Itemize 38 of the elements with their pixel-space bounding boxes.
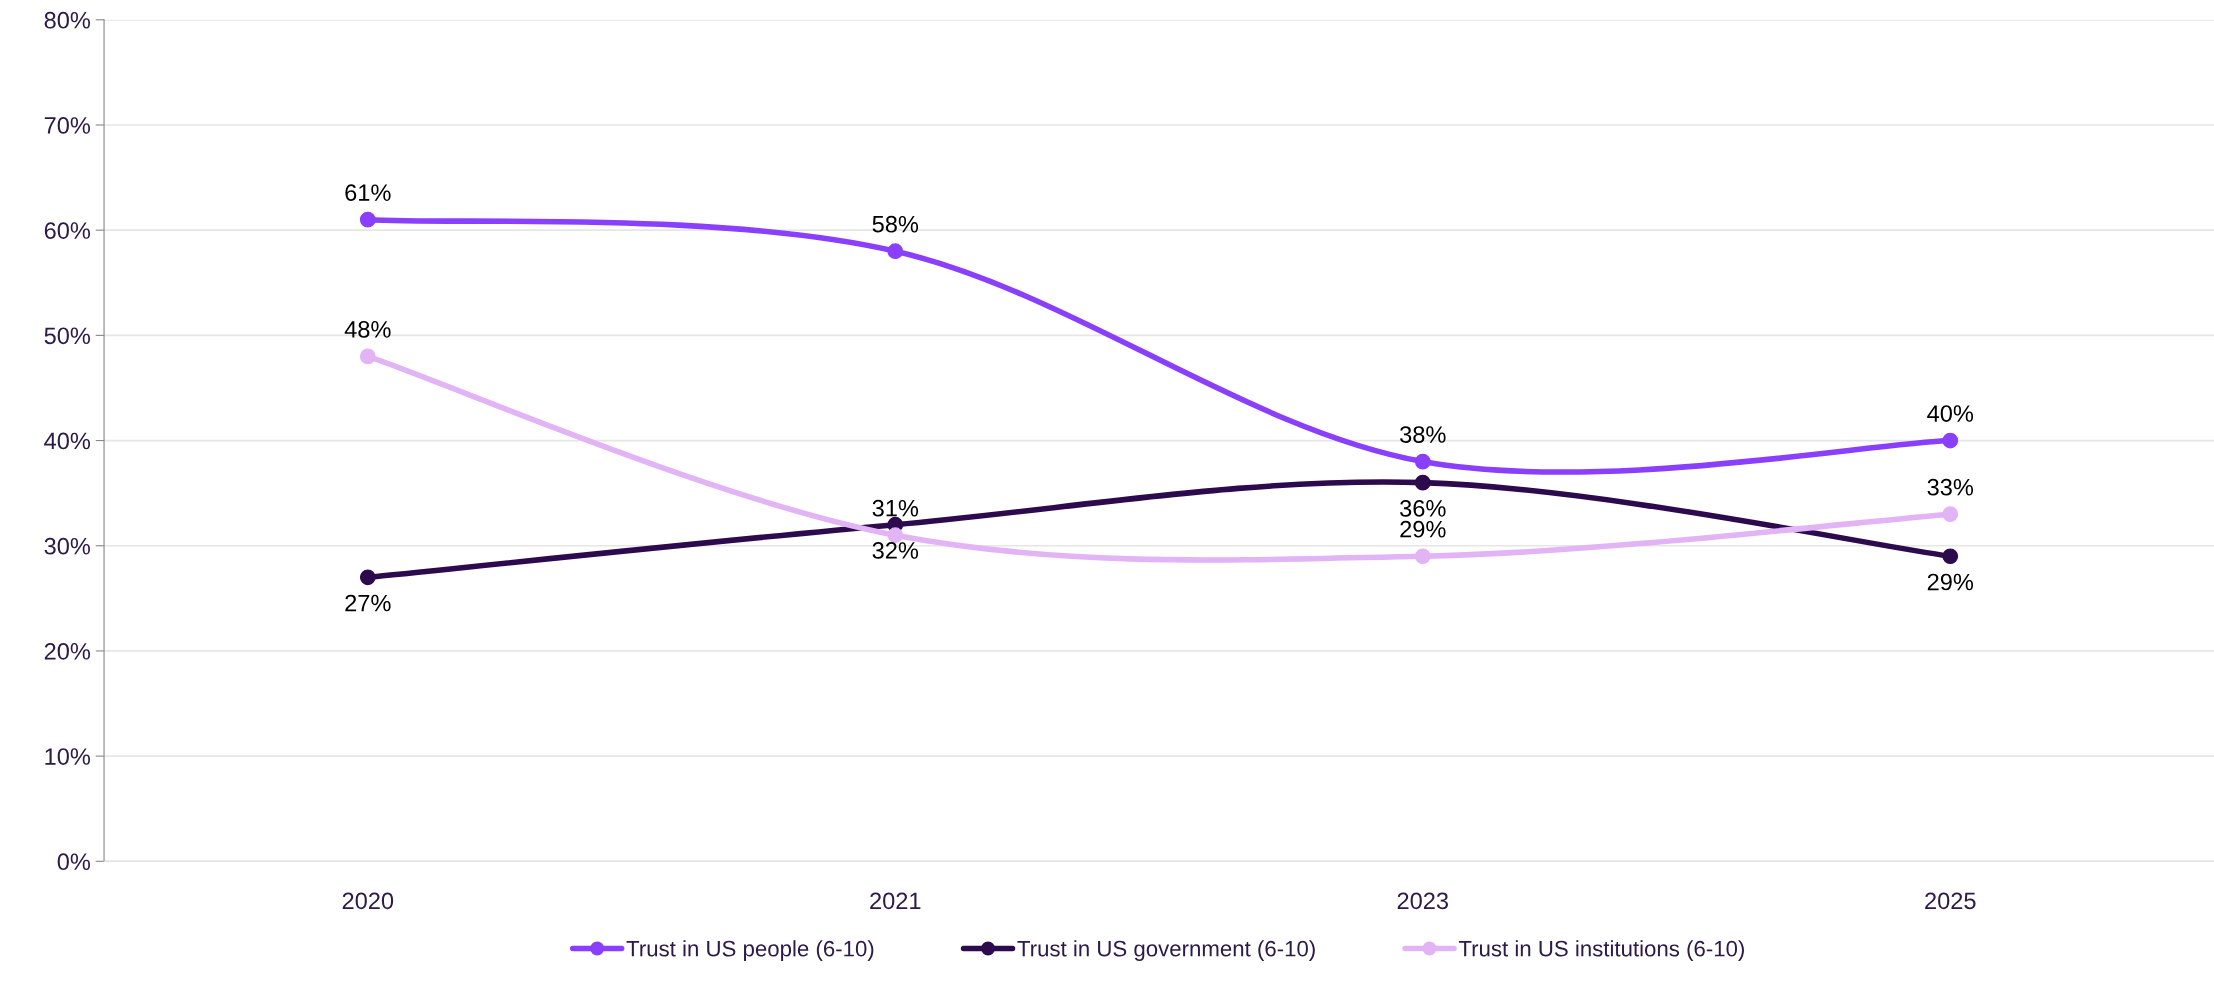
y-tick-label: 40% — [44, 432, 91, 450]
data-label: 36% — [1400, 500, 1446, 517]
x-tick-label: 2025 — [1925, 892, 1976, 910]
point — [359, 569, 376, 586]
data-label: 33% — [1927, 478, 1974, 496]
point — [359, 211, 376, 228]
y-tick-label: 60% — [44, 222, 91, 239]
data-label: 32% — [872, 542, 919, 559]
data-label: 27% — [345, 594, 391, 612]
point — [887, 243, 904, 260]
data-label: 29% — [1400, 520, 1446, 538]
y-tick-label: 10% — [45, 748, 91, 765]
data-label: 29% — [1927, 573, 1974, 591]
data-label: 31% — [872, 499, 919, 517]
y-tick-label: 70% — [44, 117, 91, 134]
x-tick-label: 2020 — [342, 892, 394, 910]
legend-label: Trust in US people (6-10) — [626, 940, 874, 961]
data-label: 61% — [345, 184, 391, 201]
y-tick-label: 80% — [44, 11, 91, 29]
data-label: 48% — [344, 321, 391, 338]
x-tick-label: 2023 — [1397, 892, 1448, 910]
legend-label: Trust in US institutions (6-10) — [1458, 940, 1744, 961]
x-tick-label: 2021 — [870, 892, 921, 910]
point — [1942, 432, 1959, 449]
y-tick-label: 20% — [44, 642, 91, 660]
y-tick-label: 0% — [57, 853, 91, 871]
point — [1414, 548, 1431, 565]
point — [1414, 453, 1431, 470]
legend-label: Trust in US government (6-10) — [1017, 940, 1315, 961]
data-label: 38% — [1400, 426, 1446, 443]
point — [1942, 506, 1959, 523]
point — [359, 348, 376, 365]
y-tick-label: 30% — [44, 537, 91, 555]
point — [1942, 548, 1959, 565]
y-tick-label: 50% — [44, 327, 91, 345]
data-label: 40% — [1927, 405, 1974, 422]
data-label: 58% — [872, 215, 919, 233]
point — [1414, 474, 1431, 491]
